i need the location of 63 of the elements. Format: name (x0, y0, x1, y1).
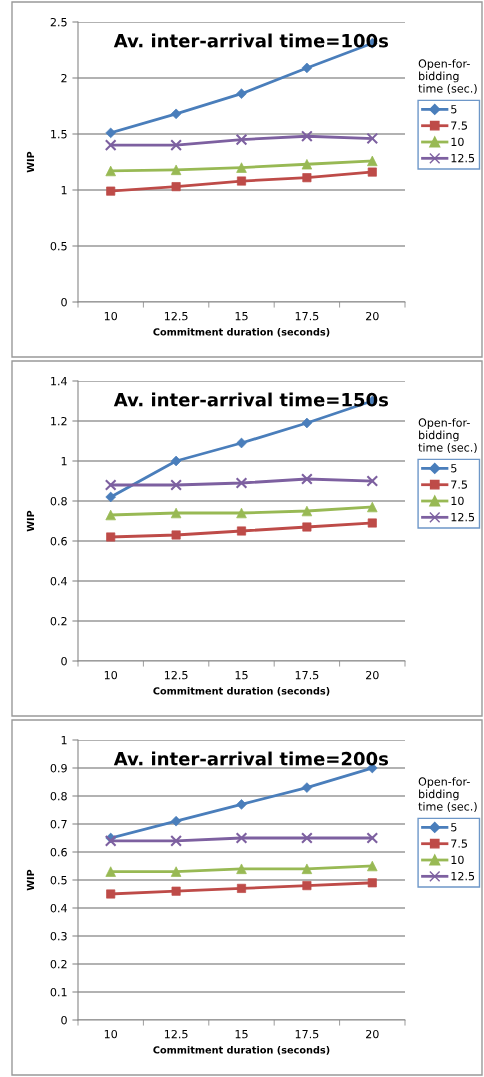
x-tick-label: 12.5 (164, 670, 188, 680)
legend-label: 12.5 (451, 871, 475, 881)
y-tick-label: 2.5 (50, 17, 67, 27)
x-tick-label: 12.5 (164, 1029, 188, 1039)
y-tick-label: 0.1 (50, 987, 67, 997)
y-tick-label: 1.2 (51, 416, 67, 426)
y-tick-label: 0.8 (50, 496, 67, 506)
legend-label: 5 (451, 464, 457, 473)
legend-label: 10 (451, 855, 464, 865)
x-tick-label: 15 (235, 1030, 248, 1039)
text: Av. inter-arrival time=100s (113, 33, 389, 48)
y-axis-title: WIP (26, 510, 34, 532)
y-tick-label: 0 (61, 1015, 67, 1025)
y-tick-label: 1.4 (51, 377, 67, 386)
x-tick-label: 15 (235, 312, 248, 321)
y-tick-label: 1 (61, 186, 67, 195)
y-tick-label: 0.8 (50, 791, 67, 801)
x-tick-label: 17.5 (295, 671, 319, 680)
x-axis-title: Commitment duration (seconds) (153, 328, 330, 337)
x-tick-label: 17.5 (295, 312, 319, 321)
legend-label: 5 (451, 105, 457, 114)
y-tick-label: 1 (61, 457, 67, 466)
x-tick-label: 15 (235, 671, 248, 680)
legend-label: 7.5 (451, 839, 467, 848)
text: Av. inter-arrival time=200s (113, 751, 389, 766)
x-tick-label: 20 (366, 670, 379, 680)
x-axis-title: Commitment duration (seconds) (153, 1046, 330, 1055)
legend-title: Open-for- bidding time (sec.) (418, 59, 477, 94)
y-tick-label: 0.3 (50, 931, 67, 941)
x-tick-label: 10 (104, 1029, 118, 1039)
y-tick-label: 1.5 (51, 130, 67, 139)
legend-title: Open-for- bidding time (sec.) (418, 777, 477, 812)
y-tick-label: 0 (61, 656, 67, 666)
y-tick-label: 0 (61, 297, 67, 307)
y-tick-label: 0.5 (50, 241, 67, 251)
x-tick-label: 17.5 (295, 1030, 319, 1039)
x-tick-label: 20 (366, 311, 379, 321)
legend-title: Open-for- bidding time (sec.) (418, 418, 477, 453)
y-tick-label: 0.7 (50, 819, 67, 829)
legend-label: 10 (451, 496, 464, 506)
x-tick-label: 10 (104, 670, 118, 680)
y-tick-label: 1 (61, 736, 67, 745)
y-tick-label: 0.2 (50, 959, 67, 969)
y-tick-label: 0.9 (50, 763, 67, 773)
legend-label: 12.5 (451, 512, 475, 522)
legend-label: 7.5 (451, 121, 467, 130)
x-tick-label: 20 (366, 1029, 379, 1039)
legend-label: 7.5 (451, 480, 467, 489)
y-tick-label: 0.2 (50, 616, 67, 626)
legend-label: 12.5 (451, 153, 475, 163)
y-tick-label: 0.4 (50, 903, 67, 913)
y-axis-title: WIP (26, 151, 34, 173)
legend-label: 5 (451, 823, 457, 832)
x-tick-label: 10 (104, 311, 118, 321)
legend-label: 10 (451, 137, 464, 147)
y-tick-label: 0.4 (50, 576, 67, 586)
x-tick-label: 12.5 (164, 311, 188, 321)
y-tick-label: 0.6 (50, 847, 67, 857)
y-axis-title: WIP (26, 869, 34, 891)
y-tick-label: 0.5 (50, 875, 67, 885)
y-tick-label: 2 (61, 73, 67, 83)
x-axis-title: Commitment duration (seconds) (153, 687, 330, 696)
y-tick-label: 0.6 (50, 536, 67, 546)
